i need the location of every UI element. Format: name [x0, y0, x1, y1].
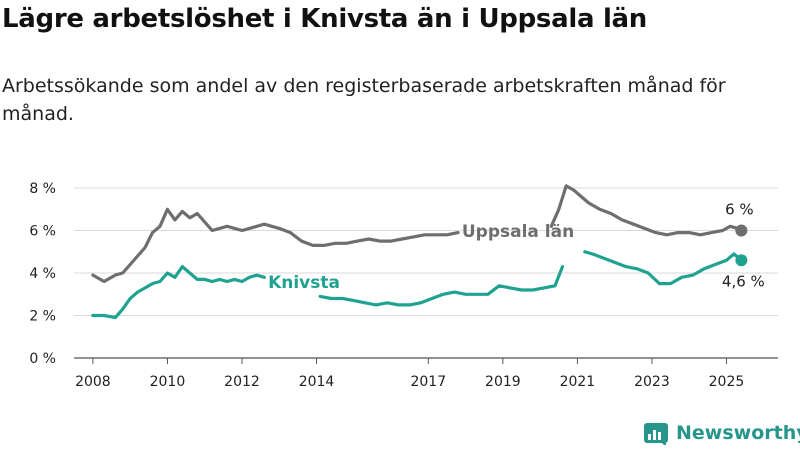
series-name-label-uppsala-län: Uppsala län	[462, 222, 574, 242]
x-tick-label: 2025	[709, 374, 745, 390]
end-value-label-uppsala-län: 6 %	[725, 201, 754, 219]
series-labels: 6 % 4,6 % Uppsala län Knivsta	[268, 201, 765, 293]
y-tick-label: 6 %	[29, 224, 56, 240]
y-tick-label: 2 %	[29, 309, 56, 325]
y-tick-label: 8 %	[29, 181, 56, 197]
series-name-label-knivsta: Knivsta	[268, 273, 340, 293]
y-tick-label: 4 %	[29, 266, 56, 282]
brand-name: Newsworthy	[676, 422, 800, 444]
x-tick-label: 2019	[485, 374, 521, 390]
chart-subtitle: Arbetssökande som andel av den registerb…	[2, 75, 726, 125]
x-tick-label: 2010	[150, 374, 186, 390]
series-line-uppsala-län	[91, 184, 743, 284]
x-tick-label: 2021	[560, 374, 596, 390]
end-point-knivsta	[735, 254, 748, 267]
y-tick-label: 0 %	[29, 351, 56, 367]
end-point-uppsala-län	[735, 224, 748, 237]
newsworthy-brand[interactable]: Newsworthy	[644, 420, 800, 446]
end-value-label-knivsta: 4,6 %	[722, 272, 765, 290]
x-tick-label: 2017	[410, 374, 446, 390]
x-tick-label: 2014	[299, 374, 335, 390]
x-tick-label: 2008	[75, 374, 111, 390]
axes: 0 % 2 % 4 % 6 % 8 % 2008 2010 2012 2014 2017 2019 2…	[29, 181, 744, 390]
x-tick-label: 2023	[634, 374, 670, 390]
series-lines	[91, 184, 748, 320]
x-tick-label: 2012	[224, 374, 260, 390]
series-line-knivsta	[91, 250, 743, 320]
chart-title: Lägre arbetslöshet i Knivsta än i Uppsal…	[2, 4, 648, 34]
newsworthy-logo-icon	[644, 423, 668, 445]
